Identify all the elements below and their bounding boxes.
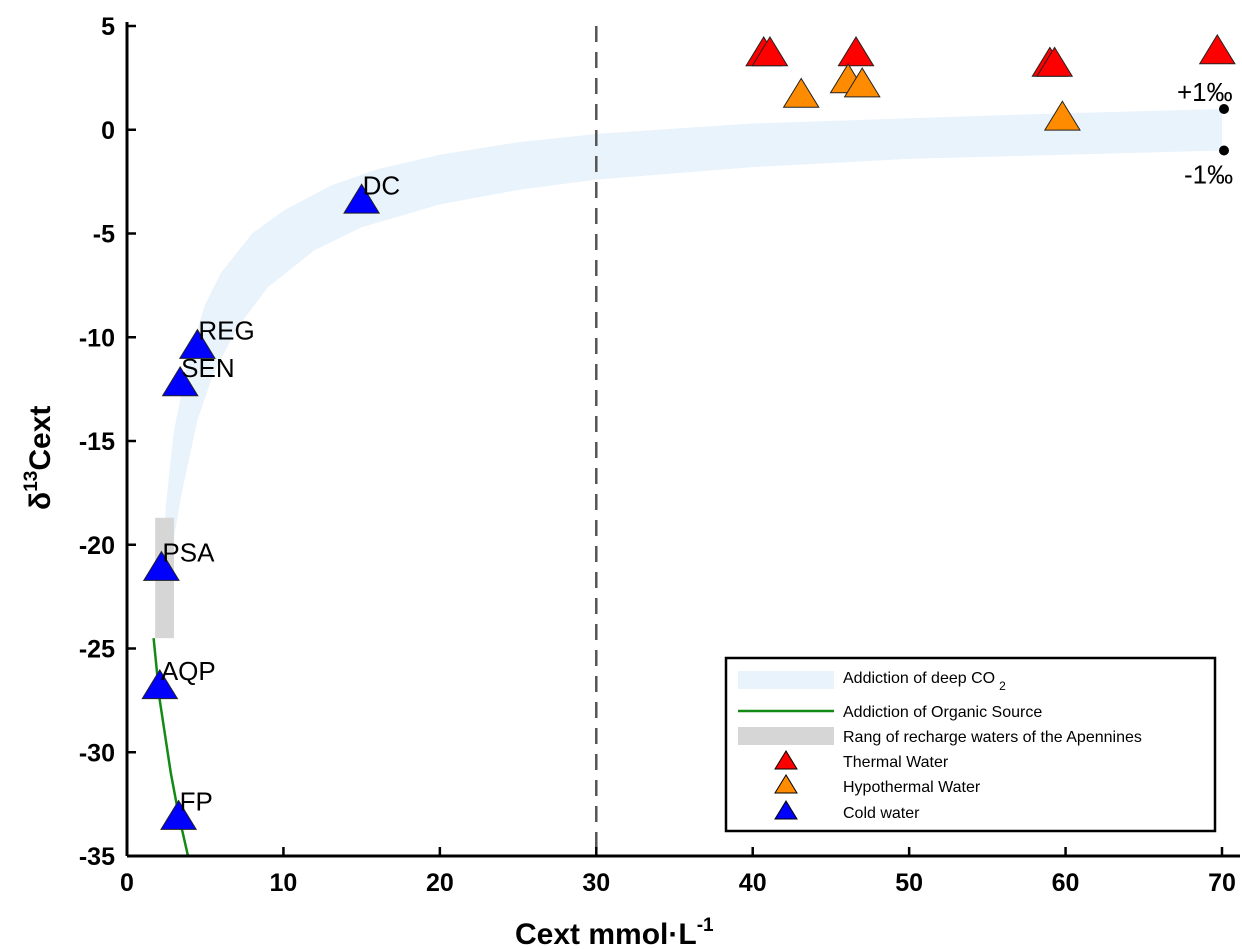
y-tick-label: -35 (79, 843, 115, 871)
legend-label-organic: Addiction of Organic Source (843, 704, 1042, 721)
legend: Addiction of deep CO 2 Addiction of Organ… (724, 656, 1217, 833)
point-label-reg: REG (198, 316, 254, 346)
x-tick-label: 10 (270, 869, 298, 897)
cold-water-point (178, 328, 216, 359)
legend-marker-cold (774, 800, 798, 820)
deep-co2-band (161, 109, 1222, 576)
x-tick-label: 50 (895, 869, 923, 897)
legend-marker-thermal (774, 750, 798, 770)
legend-label-thermal: Thermal Water (843, 754, 949, 771)
y-tick-label: -5 (93, 221, 115, 249)
legend-label-recharge: Rang of recharge waters of the Apennines (843, 729, 1142, 746)
point-label-dc: DC (363, 170, 401, 200)
annotation-dot-lower (1219, 145, 1229, 156)
legend-marker-hypothermal (774, 774, 798, 794)
cold-water-point (142, 550, 180, 581)
legend-label-deep-co2: Addiction of deep CO 2 (843, 670, 1006, 693)
legend-swatch-recharge (738, 727, 834, 745)
cold-water-point (343, 183, 381, 214)
cold-water-point (160, 799, 198, 830)
x-tick-label: 40 (739, 869, 767, 897)
legend-swatch-deep-co2 (738, 671, 834, 689)
annotation-lower: -1‰ (1184, 160, 1233, 190)
x-tick-label: 60 (1052, 869, 1080, 897)
x-tick-label: 0 (120, 869, 134, 897)
thermal-water-point (751, 36, 789, 67)
cold-water-point (141, 668, 179, 700)
legend-label-hypothermal: Hypothermal Water (843, 779, 981, 796)
legend-label-cold: Cold water (843, 805, 920, 822)
annotations: +1‰ -1‰ (1177, 77, 1233, 190)
hypothermal-water-point (843, 67, 881, 98)
cold-water-point (161, 365, 199, 397)
point-label-fp: FP (180, 787, 213, 817)
point-label-aqp: AQP (161, 656, 216, 686)
thermal-water-point (1198, 33, 1236, 65)
hypothermal-water-point (1043, 100, 1081, 131)
y-tick-label: -25 (79, 636, 115, 664)
hypothermal-water-point (782, 77, 820, 108)
y-tick-label: -15 (79, 428, 115, 456)
y-tick-label: 5 (101, 13, 115, 41)
y-tick-label: -20 (79, 532, 115, 560)
x-tick-label: 30 (582, 869, 610, 897)
y-tick-label: -30 (79, 739, 115, 767)
x-tick-label: 20 (426, 869, 454, 897)
data-points: DC REG SEN PSA AQP FP (141, 33, 1236, 830)
point-label-psa: PSA (162, 538, 215, 568)
y-axis-title: δ13Cext (21, 406, 57, 510)
annotation-dot-upper (1219, 104, 1229, 114)
thermal-water-point (1036, 46, 1074, 77)
thermal-water-point (837, 36, 875, 67)
y-tick-label: 0 (101, 117, 115, 145)
point-label-sen: SEN (181, 353, 234, 383)
x-axis-title: Cext mmol·L-1 (515, 915, 714, 949)
x-tick-label: 70 (1208, 869, 1236, 897)
annotation-upper: +1‰ (1177, 77, 1233, 107)
y-tick-label: -10 (79, 324, 115, 352)
